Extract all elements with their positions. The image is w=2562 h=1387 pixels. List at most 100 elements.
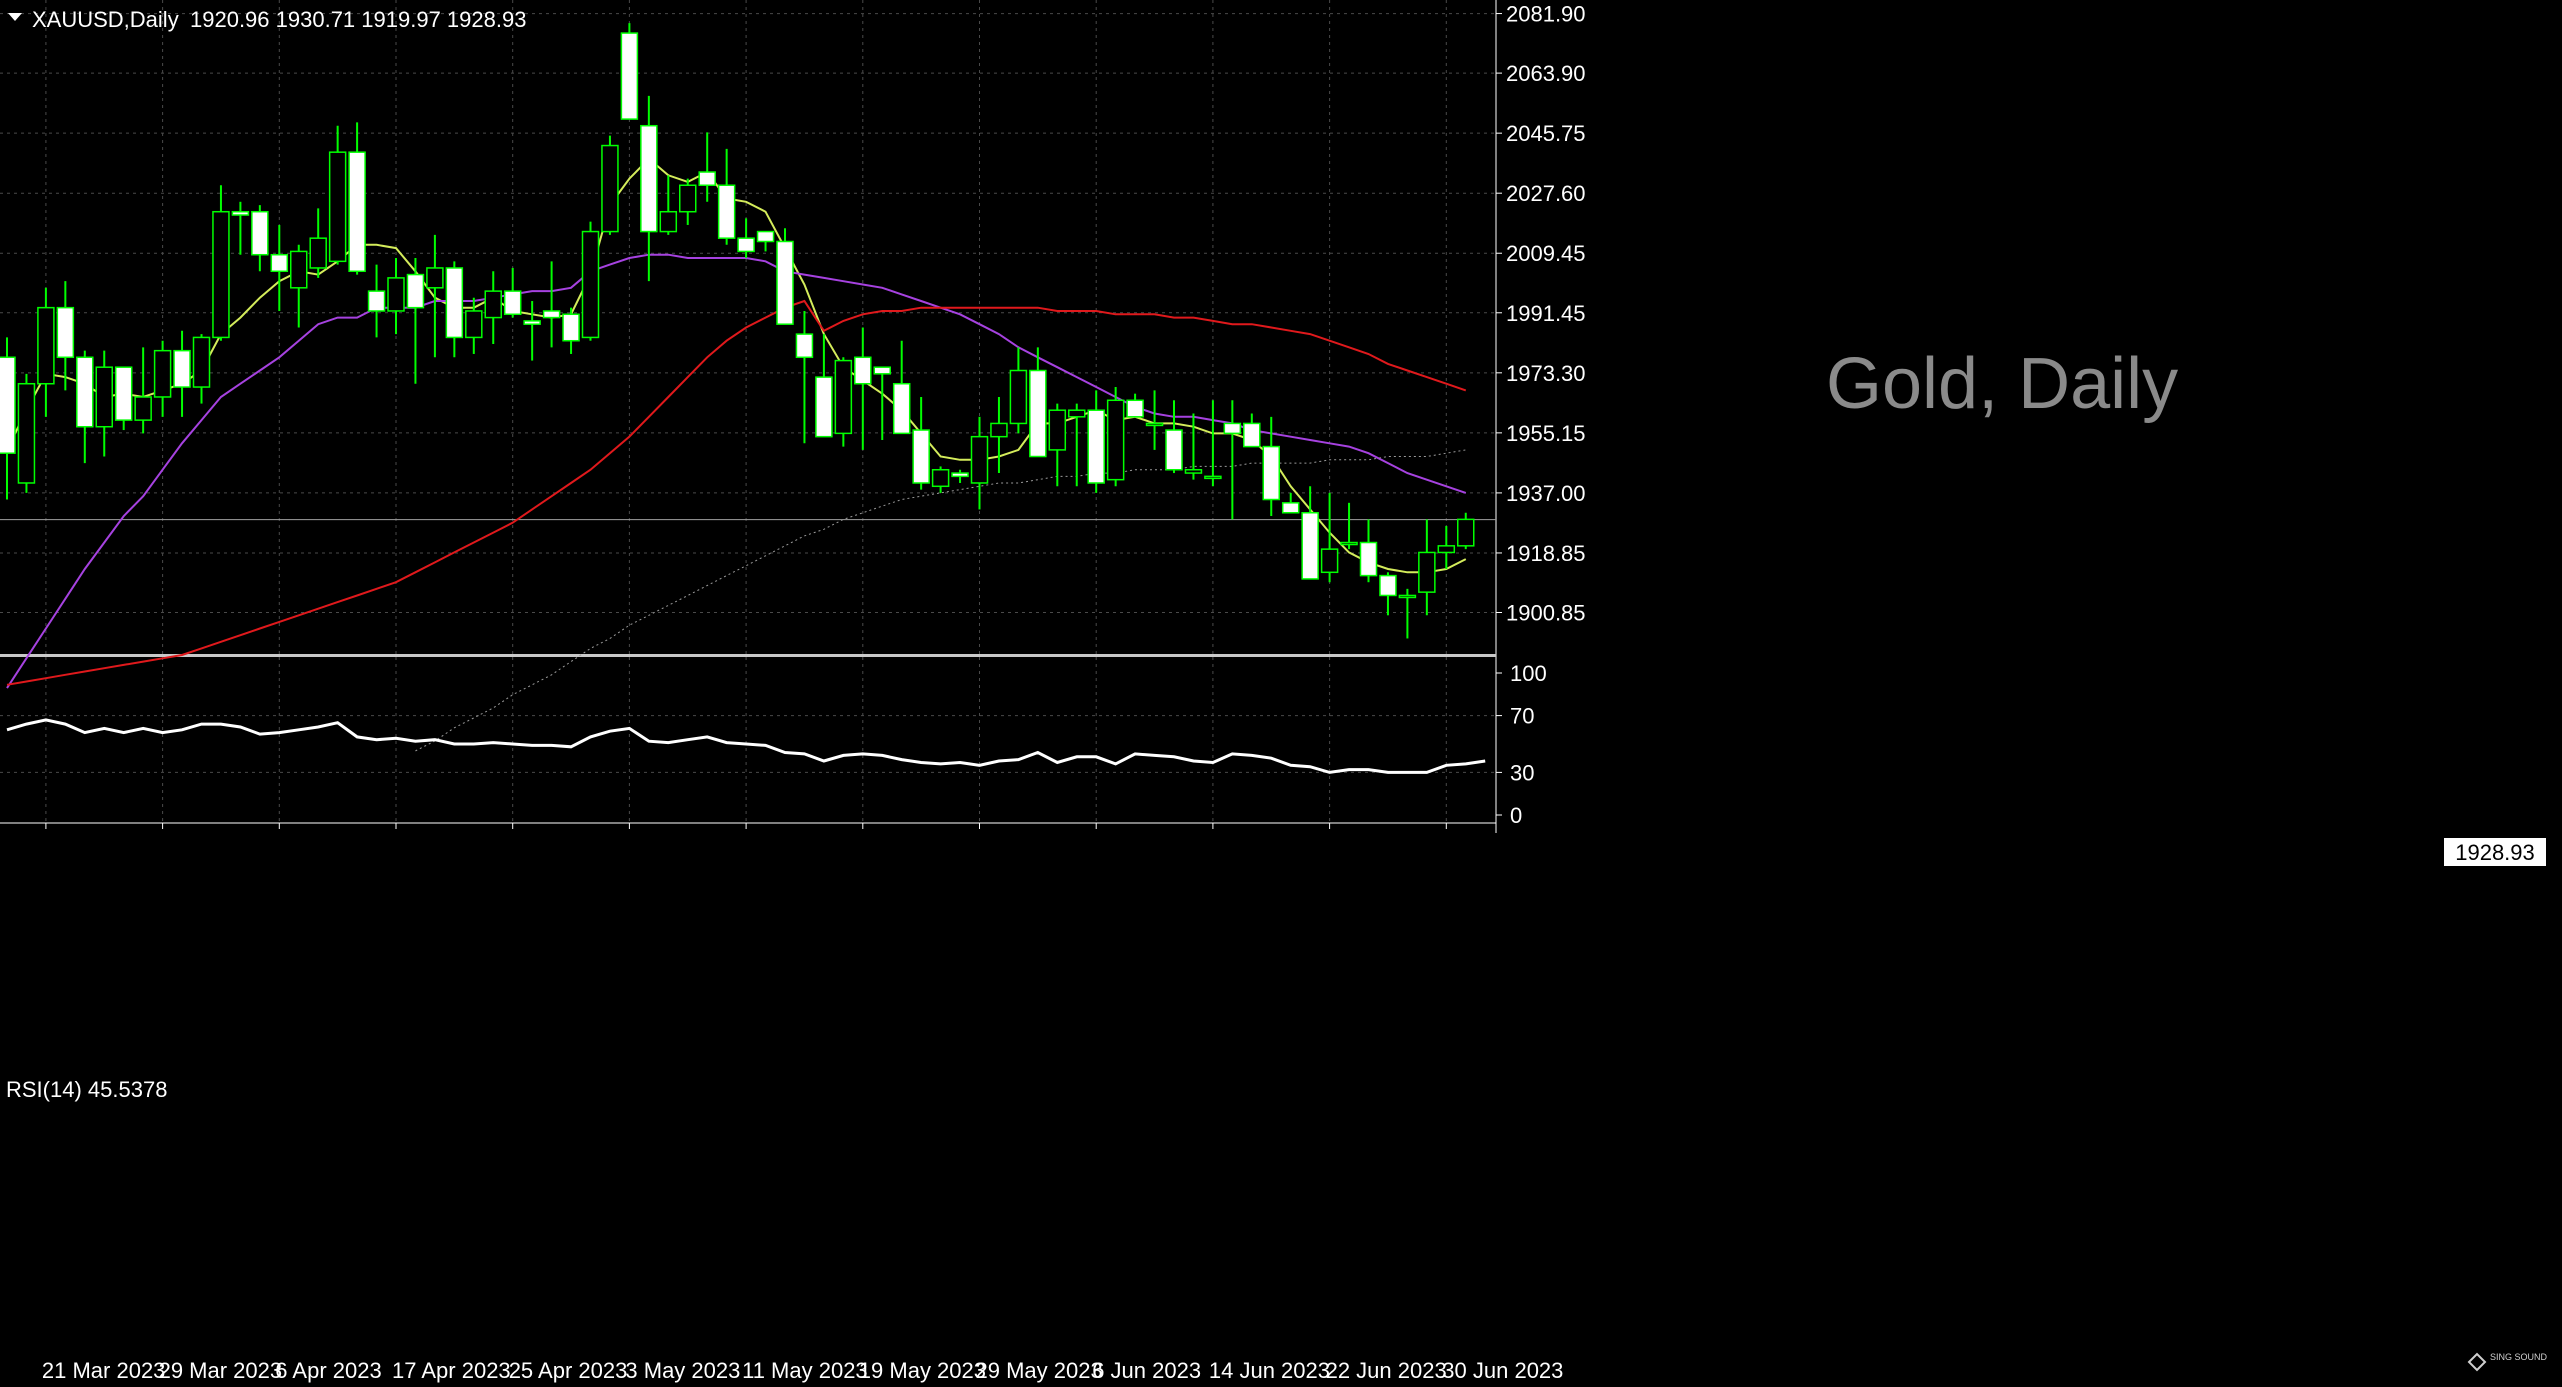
candle bbox=[503, 267, 522, 318]
bull-candle-body bbox=[1398, 594, 1417, 599]
bear-candle-body bbox=[562, 313, 580, 342]
bull-candle-body bbox=[601, 144, 619, 233]
candle bbox=[95, 350, 113, 457]
candle bbox=[231, 201, 250, 255]
axes-frame bbox=[0, 0, 1502, 833]
candle bbox=[134, 347, 152, 434]
bear-candle-body bbox=[0, 356, 16, 454]
bear-candle-body bbox=[114, 366, 133, 421]
bull-candle-body bbox=[1145, 422, 1164, 427]
candle bbox=[698, 132, 716, 202]
candle bbox=[17, 373, 36, 493]
price-tick-label: 2009.45 bbox=[1506, 241, 1586, 266]
bear-candle-body bbox=[1165, 429, 1183, 471]
rsi-indicator bbox=[6, 718, 1486, 774]
ohlc-values: 1920.96 1930.71 1919.97 1928.93 bbox=[190, 7, 526, 32]
bear-candle-body bbox=[756, 230, 775, 243]
price-tick-label: 1937.00 bbox=[1506, 481, 1586, 506]
time-tick-label: 6 Jun 2023 bbox=[1092, 1358, 1201, 1383]
bear-candle-body bbox=[348, 151, 366, 273]
candle bbox=[328, 125, 347, 265]
candle bbox=[270, 224, 289, 311]
bull-candle-body bbox=[659, 210, 678, 233]
candle bbox=[679, 178, 697, 225]
candlesticks bbox=[0, 23, 1475, 639]
candle bbox=[348, 122, 366, 275]
candle bbox=[445, 261, 464, 358]
bear-candle-body bbox=[367, 290, 386, 312]
bear-candle-body bbox=[1301, 512, 1319, 580]
time-tick-label: 11 May 2023 bbox=[742, 1358, 868, 1383]
bear-candle-body bbox=[523, 320, 541, 325]
bull-candle-body bbox=[153, 349, 172, 398]
candle bbox=[426, 234, 444, 358]
candle bbox=[1145, 390, 1164, 450]
candle bbox=[1009, 347, 1028, 434]
candle bbox=[892, 340, 911, 435]
bear-candle-body bbox=[620, 32, 639, 120]
time-tick-label: 14 Jun 2023 bbox=[1209, 1358, 1330, 1383]
price-axis-labels: 2081.90 2063.90 2045.75 2027.60 2009.45 1991.… bbox=[1506, 2, 1586, 828]
bull-candle-body bbox=[1009, 369, 1028, 425]
rsi-tick-label: 100 bbox=[1510, 661, 1547, 686]
candle bbox=[0, 337, 16, 500]
bull-candle-body bbox=[1106, 399, 1125, 481]
bear-candle-body bbox=[231, 210, 250, 216]
candle bbox=[1301, 486, 1319, 580]
candle bbox=[776, 228, 794, 325]
bull-candle-body bbox=[426, 267, 444, 289]
bull-candle-body bbox=[1068, 409, 1086, 418]
bull-candle-body bbox=[1048, 409, 1067, 451]
candle bbox=[1204, 400, 1222, 487]
price-tick-label: 2063.90 bbox=[1506, 61, 1586, 86]
time-tick-label: 29 May 2023 bbox=[976, 1358, 1103, 1383]
candle bbox=[931, 466, 950, 493]
candle bbox=[76, 350, 94, 464]
bear-candle-body bbox=[76, 356, 94, 428]
bear-candle-body bbox=[406, 273, 425, 309]
bull-candle-body bbox=[17, 382, 36, 484]
candle bbox=[1068, 403, 1086, 487]
candle bbox=[542, 261, 561, 348]
price-tick-label: 2027.60 bbox=[1506, 181, 1586, 206]
candle bbox=[251, 205, 269, 272]
candle bbox=[1165, 400, 1183, 474]
bull-candle-body bbox=[134, 396, 152, 421]
time-tick-label: 29 Mar 2023 bbox=[159, 1358, 283, 1383]
candle bbox=[1126, 393, 1144, 418]
candle bbox=[1320, 492, 1339, 583]
candle bbox=[1340, 502, 1358, 550]
bull-candle-body bbox=[1184, 468, 1203, 474]
bear-candle-body bbox=[892, 382, 911, 435]
candle bbox=[912, 396, 930, 490]
price-tick-label: 1918.85 bbox=[1506, 541, 1586, 566]
time-tick-label: 25 Apr 2023 bbox=[509, 1358, 628, 1383]
candle bbox=[1359, 519, 1378, 583]
rsi-line bbox=[6, 718, 1486, 774]
price-tick-label: 2045.75 bbox=[1506, 121, 1586, 146]
bull-candle-body bbox=[1320, 548, 1339, 574]
bear-candle-body bbox=[951, 472, 969, 478]
bear-candle-body bbox=[542, 310, 561, 319]
bear-candle-body bbox=[854, 356, 872, 385]
bull-candle-body bbox=[1457, 518, 1475, 547]
bull-candle-body bbox=[834, 359, 853, 435]
bear-candle-body bbox=[1243, 422, 1261, 448]
time-tick-label: 21 Mar 2023 bbox=[42, 1358, 166, 1383]
bull-candle-body bbox=[212, 210, 230, 339]
price-tick-label: 2081.90 bbox=[1506, 2, 1586, 27]
candle bbox=[620, 23, 639, 120]
rsi-tick-label: 0 bbox=[1510, 803, 1522, 828]
bear-candle-body bbox=[173, 349, 191, 388]
collapse-triangle-icon[interactable] bbox=[8, 13, 22, 21]
bull-candle-body bbox=[970, 435, 989, 484]
bull-candle-body bbox=[192, 336, 211, 388]
bear-candle-body bbox=[737, 237, 755, 253]
rsi-tick-label: 30 bbox=[1510, 760, 1534, 785]
bear-candle-body bbox=[1029, 369, 1047, 458]
bear-candle-body bbox=[1379, 574, 1397, 597]
bull-candle-body bbox=[309, 237, 327, 269]
bull-candle-body bbox=[931, 468, 950, 488]
bull-candle-body bbox=[1437, 545, 1456, 554]
